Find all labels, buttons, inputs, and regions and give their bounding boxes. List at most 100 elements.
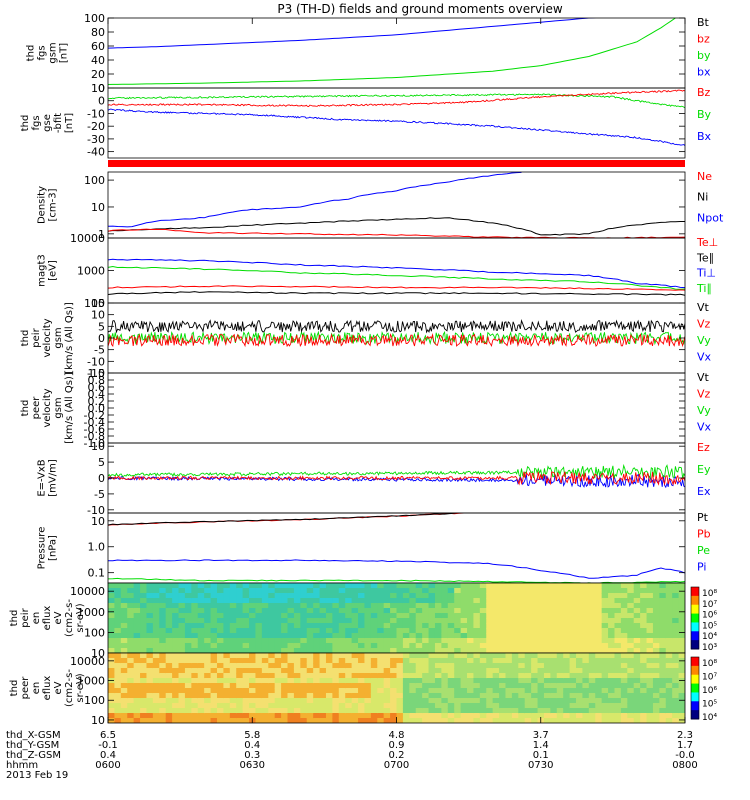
spectrogram-cell	[531, 718, 539, 723]
spectrogram-cell	[582, 678, 590, 684]
y-axis-label: peir	[20, 607, 31, 627]
spectrogram-cell	[627, 633, 635, 639]
spectrogram-cell	[204, 613, 212, 619]
spectrogram-cell	[184, 688, 192, 694]
spectrogram-cell	[377, 623, 385, 629]
spectrogram-cell	[120, 708, 128, 714]
spectrogram-cell	[133, 658, 141, 664]
spectrogram-cell	[287, 648, 295, 653]
spectrogram-cell	[383, 698, 391, 704]
spectrogram-cell	[236, 673, 244, 679]
legend-entry-Ex: Ex	[697, 485, 711, 498]
spectrogram-cell	[678, 638, 685, 644]
spectrogram-cell	[249, 648, 257, 653]
spectrogram-cell	[172, 633, 180, 639]
spectrogram-cell	[204, 598, 212, 604]
spectrogram-cell	[640, 623, 648, 629]
spectrogram-cell	[345, 718, 353, 723]
spectrogram-cell	[351, 618, 359, 624]
spectrogram-cell	[409, 653, 417, 659]
spectrogram-cell	[242, 688, 250, 694]
spectrogram-cell	[633, 668, 641, 674]
spectrogram-cell	[627, 628, 635, 634]
spectrogram-cell	[242, 693, 250, 699]
spectrogram-cell	[396, 623, 404, 629]
spectrogram-cell	[422, 683, 430, 689]
spectrogram-cell	[172, 668, 180, 674]
spectrogram-cell	[492, 643, 500, 649]
spectrogram-cell	[479, 673, 487, 679]
spectrogram-cell	[152, 638, 160, 644]
spectrogram-cell	[402, 643, 410, 649]
spectrogram-cell	[505, 618, 513, 624]
spectrogram-cell	[633, 713, 641, 719]
spectrogram-cell	[319, 618, 327, 624]
spectrogram-cell	[358, 673, 366, 679]
series-p4-Ne	[108, 228, 685, 238]
spectrogram-cell	[422, 648, 430, 653]
spectrogram-cell	[511, 588, 519, 594]
spectrogram-cell	[383, 623, 391, 629]
spectrogram-cell	[293, 658, 301, 664]
spectrogram-cell	[364, 583, 372, 589]
spectrogram-cell	[511, 703, 519, 709]
spectrogram-cell	[377, 673, 385, 679]
spectrogram-cell	[434, 703, 442, 709]
spectrogram-cell	[486, 718, 494, 723]
spectrogram-cell	[588, 593, 596, 599]
spectrogram-cell	[338, 693, 346, 699]
spectrogram-cell	[582, 713, 590, 719]
spectrogram-cell	[659, 648, 667, 653]
spectrogram-cell	[108, 613, 116, 619]
spectrogram-cell	[274, 598, 282, 604]
x-row-value: 0600	[95, 760, 120, 771]
spectrogram-cell	[588, 708, 596, 714]
spectrogram-cell	[640, 633, 648, 639]
spectrogram-cell	[390, 588, 398, 594]
spectrogram-cell	[165, 653, 173, 659]
spectrogram-cell	[518, 583, 526, 589]
spectrogram-cell	[300, 623, 308, 629]
spectrogram-cell	[146, 613, 154, 619]
y-tick-label: 10000	[70, 585, 105, 598]
spectrogram-cell	[338, 713, 346, 719]
spectrogram-cell	[550, 713, 558, 719]
spectrogram-cell	[402, 598, 410, 604]
spectrogram-cell	[531, 588, 539, 594]
spectrogram-cell	[473, 583, 481, 589]
spectrogram-cell	[377, 688, 385, 694]
spectrogram-cell	[152, 588, 160, 594]
spectrogram-cell	[223, 708, 231, 714]
spectrogram-cell	[216, 668, 224, 674]
spectrogram-cell	[332, 613, 340, 619]
spectrogram-cell	[633, 638, 641, 644]
spectrogram-cell	[595, 583, 603, 589]
colorbar-segment	[691, 604, 699, 615]
spectrogram-cell	[473, 713, 481, 719]
spectrogram-cell	[402, 698, 410, 704]
spectrogram-cell	[133, 628, 141, 634]
spectrogram-cell	[524, 588, 532, 594]
spectrogram-cell	[345, 698, 353, 704]
spectrogram-cell	[274, 623, 282, 629]
spectrogram-cell	[345, 708, 353, 714]
colorbar-segment	[691, 640, 699, 650]
spectrogram-cell	[659, 708, 667, 714]
spectrogram-cell	[652, 633, 660, 639]
spectrogram-cell	[569, 693, 577, 699]
spectrogram-cell	[152, 698, 160, 704]
spectrogram-cell	[454, 718, 462, 723]
spectrogram-cell	[678, 648, 685, 653]
spectrogram-cell	[293, 653, 301, 659]
spectrogram-cell	[415, 698, 423, 704]
spectrogram-cell	[499, 673, 507, 679]
spectrogram-cell	[370, 583, 378, 589]
spectrogram-cell	[550, 633, 558, 639]
spectrogram-cell	[204, 643, 212, 649]
spectrogram-cell	[377, 618, 385, 624]
spectrogram-cell	[569, 618, 577, 624]
spectrogram-cell	[364, 593, 372, 599]
spectrogram-cell	[486, 708, 494, 714]
spectrogram-cell	[293, 643, 301, 649]
spectrogram-cell	[332, 633, 340, 639]
